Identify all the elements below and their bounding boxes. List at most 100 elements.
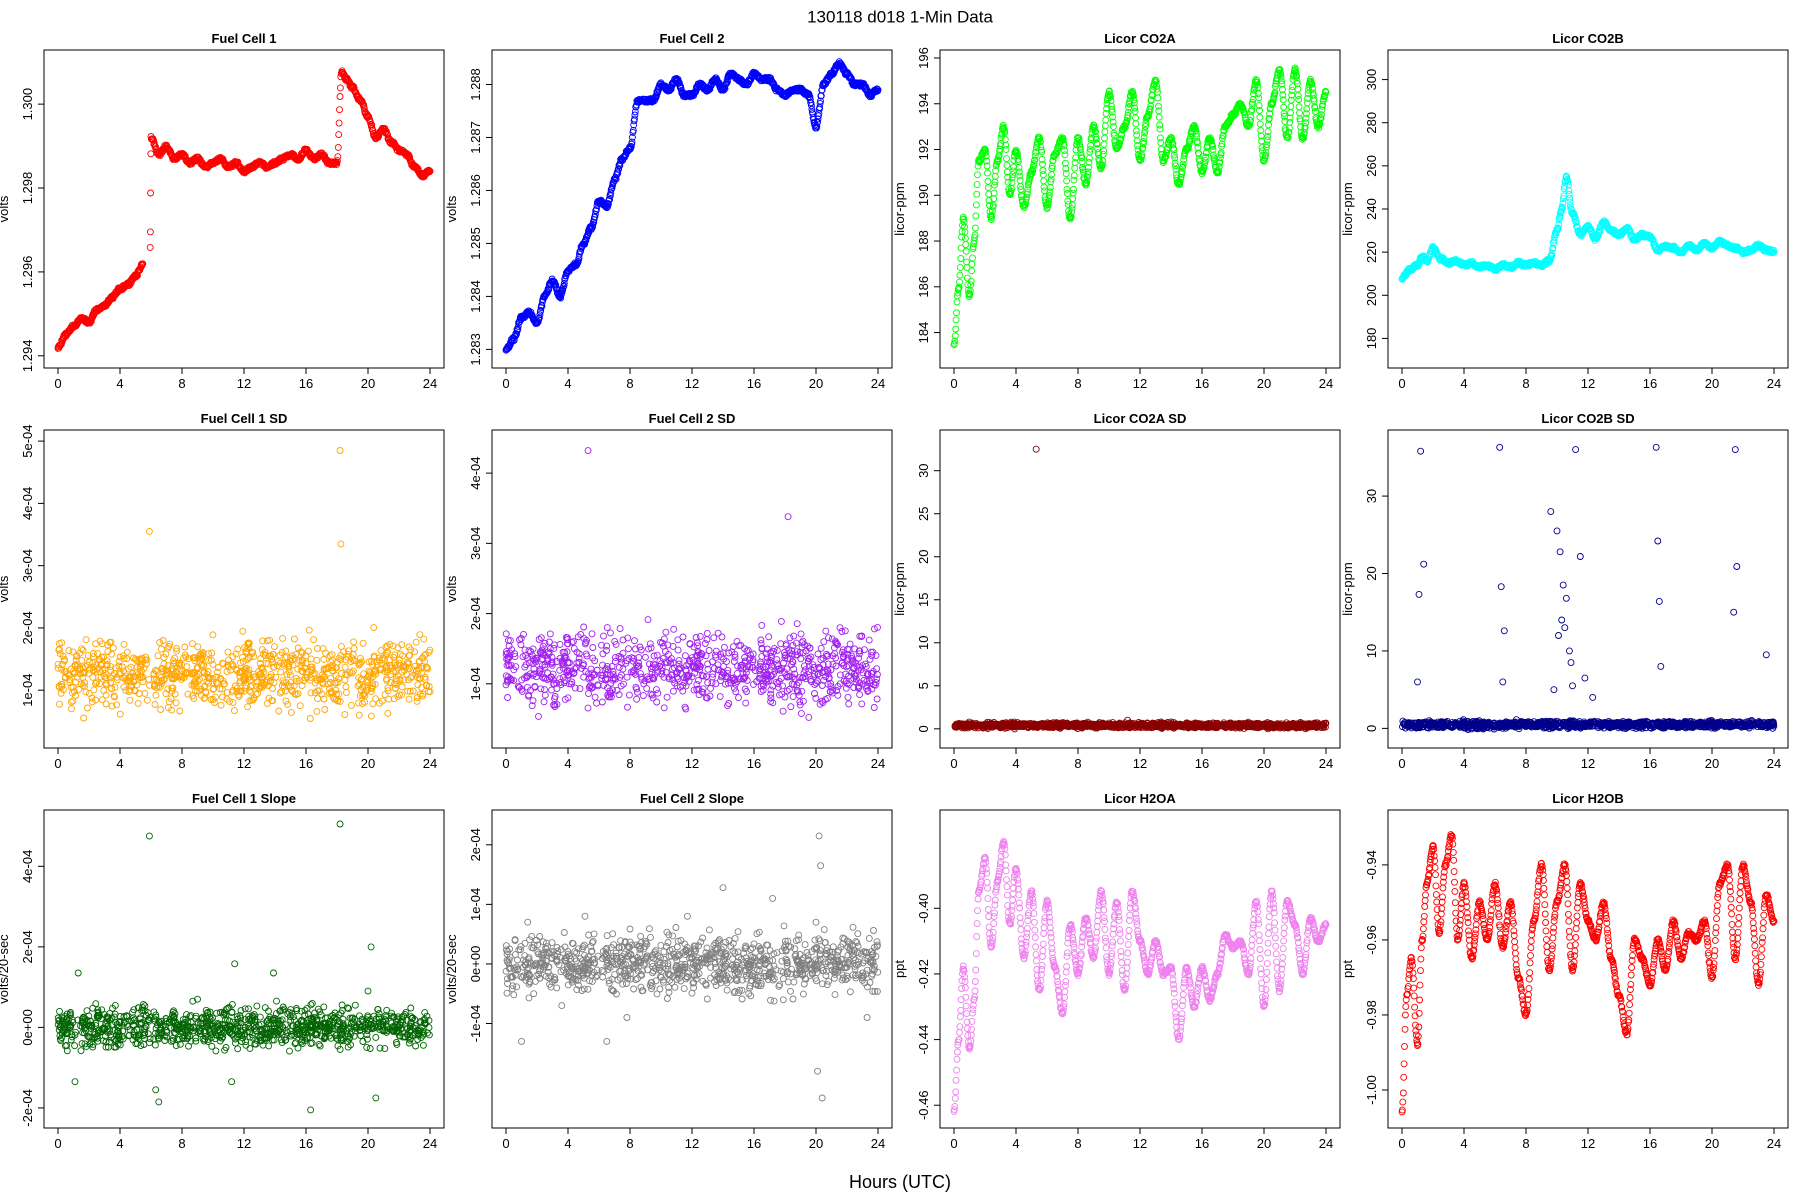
data-point [154, 652, 162, 660]
data-point [279, 634, 287, 642]
data-point [963, 274, 971, 282]
y-tick-label: 1.298 [20, 172, 35, 205]
data-point [1133, 131, 1141, 139]
data-point [282, 647, 290, 655]
y-tick-label: 1.283 [468, 333, 483, 366]
data-point [100, 687, 108, 695]
data-point [968, 267, 976, 275]
data-point [1085, 154, 1093, 162]
x-tick-label: 24 [871, 756, 885, 771]
y-tick-label: 1.296 [20, 256, 35, 289]
data-point [80, 714, 88, 722]
data-point [176, 707, 184, 715]
data-point [412, 638, 420, 646]
data-point [139, 260, 147, 268]
data-point [194, 643, 202, 651]
x-tick-label: 12 [1133, 376, 1147, 391]
data-point [157, 645, 165, 653]
panel-title: Fuel Cell 2 SD [649, 411, 736, 426]
data-point [952, 316, 960, 324]
y-tick-label: 1e-04 [468, 667, 483, 700]
data-point [336, 93, 344, 100]
panel-title: Licor CO2A [1104, 31, 1176, 46]
data-point [369, 700, 377, 708]
x-tick-label: 0 [54, 756, 61, 771]
data-point [1016, 176, 1024, 184]
data-point [652, 686, 660, 694]
y-tick-label: 240 [1364, 198, 1379, 220]
plot-frame [43, 429, 445, 749]
data-point [1039, 171, 1047, 179]
data-point [244, 703, 252, 711]
y-axis-label: volts [444, 195, 459, 222]
data-point [1046, 184, 1054, 191]
data-point [1102, 116, 1110, 124]
data-point [360, 105, 368, 113]
data-point [1078, 158, 1086, 166]
x-tick-label: 4 [116, 756, 123, 771]
data-point [333, 157, 341, 165]
data-point [320, 655, 328, 663]
x-tick-label: 20 [809, 376, 823, 391]
data-point [88, 694, 96, 702]
data-point [1155, 107, 1163, 115]
data-point [359, 639, 367, 647]
data-point [134, 699, 142, 707]
data-point [342, 683, 350, 691]
data-point [1256, 120, 1264, 128]
data-point [123, 648, 131, 656]
data-point [146, 228, 154, 236]
data-point [147, 150, 155, 158]
plot-frame [939, 49, 1341, 369]
data-point [556, 666, 564, 674]
data-point [398, 641, 406, 649]
data-point [349, 667, 357, 675]
data-point [355, 711, 363, 719]
data-point [631, 637, 638, 645]
data-point [962, 241, 970, 249]
data-point [1154, 94, 1162, 102]
x-tick-label: 0 [502, 376, 509, 391]
data-point [172, 699, 180, 707]
data-point [277, 668, 285, 676]
x-tick-label: 8 [626, 756, 633, 771]
x-tick-label: 4 [116, 376, 123, 391]
y-tick-label: 300 [1364, 69, 1379, 91]
data-point [972, 201, 980, 209]
data-point [1296, 109, 1303, 117]
data-point [556, 640, 564, 648]
data-point [1101, 128, 1109, 136]
data-point [370, 624, 378, 632]
data-point [1101, 122, 1109, 130]
x-tick-label: 0 [1398, 376, 1405, 391]
data-point [120, 640, 128, 648]
data-point [335, 131, 343, 139]
y-tick-label: 2e-04 [468, 597, 483, 630]
data-point [1294, 85, 1302, 93]
data-point [68, 705, 75, 713]
data-point [336, 84, 344, 92]
x-tick-label: 8 [178, 756, 185, 771]
x-tick-label: 16 [299, 756, 313, 771]
data-point [181, 643, 189, 651]
x-tick-label: 4 [1012, 376, 1019, 391]
data-point [246, 687, 254, 695]
x-tick-label: 8 [1074, 376, 1081, 391]
y-tick-label: 1.300 [20, 88, 35, 121]
data-point [786, 634, 794, 642]
data-point [89, 673, 97, 681]
x-tick-label: 0 [54, 376, 61, 391]
x-tick-label: 20 [1257, 376, 1271, 391]
data-point [696, 632, 704, 640]
x-tick-label: 24 [871, 376, 885, 391]
points [502, 447, 881, 721]
data-point [381, 691, 389, 699]
data-point [972, 212, 980, 220]
data-point [793, 620, 801, 628]
y-tick-label: 4e-04 [468, 456, 483, 489]
y-tick-label: 1e-04 [20, 674, 35, 707]
data-point [307, 689, 315, 697]
